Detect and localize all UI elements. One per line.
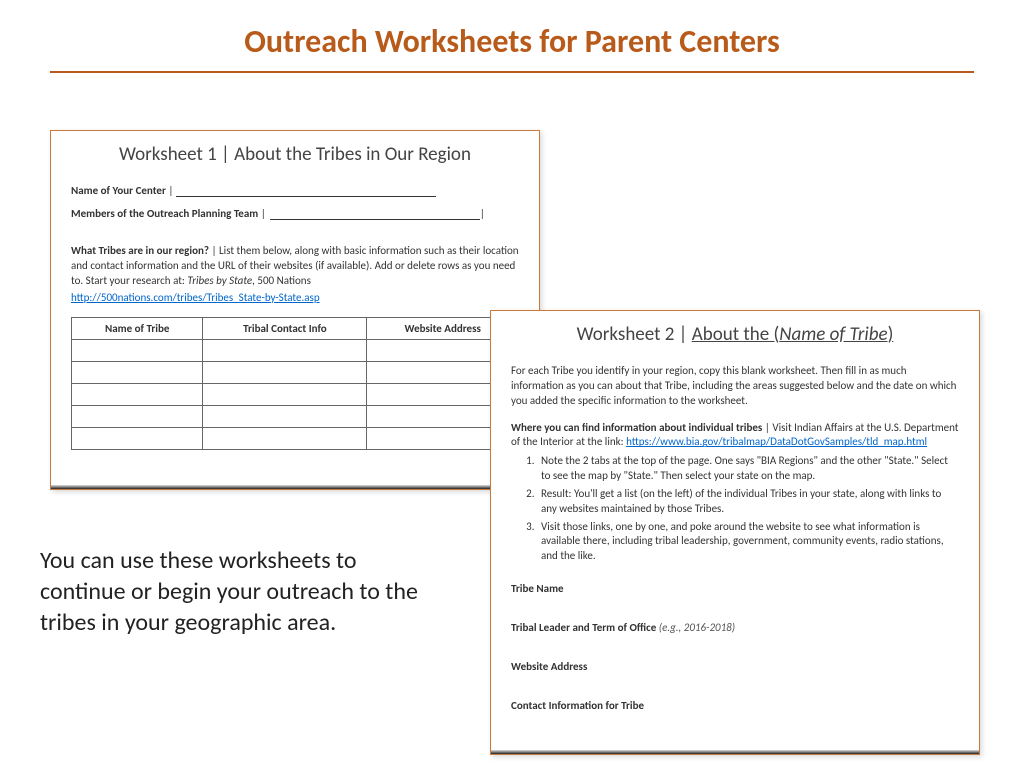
ws1-title-prefix: Worksheet 1 | [119,143,234,166]
ws2-sec-tribe-name: Tribe Name [511,582,959,595]
table-row [72,362,519,384]
worksheet-2-thumbnail: Worksheet 2 | About the (Name of Tribe) … [490,310,980,755]
ws2-title-prefix: Worksheet 2 | [577,323,692,346]
ws2-title-ital: Name of Tribe [779,323,887,346]
ws2-steps-list: Note the 2 tabs at the top of the page. … [537,454,959,564]
ws1-title-rest: About the Tribes in Our Region [234,143,471,166]
worksheet-2-title: Worksheet 2 | About the (Name of Tribe) [511,323,959,346]
list-item: Note the 2 tabs at the top of the page. … [537,454,959,484]
ws1-table-header-row: Name of Tribe Tribal Contact Info Websit… [72,318,519,340]
title-underline [50,71,974,73]
table-cell [203,406,367,428]
worksheet-1-title: Worksheet 1 | About the Tribes in Our Re… [71,143,519,166]
ws2-sec-leader: Tribal Leader and Term of Office (e.g., … [511,621,959,634]
ws2-where-label: Where you can find information about ind… [511,421,762,434]
list-item: Visit those links, one by one, and poke … [537,520,959,565]
worksheet-1-thumbnail: Worksheet 1 | About the Tribes in Our Re… [50,130,540,490]
table-cell [72,406,203,428]
table-row [72,384,519,406]
ws2-title-upre: About the ( [692,323,780,346]
ws2-leader-eg: (e.g., 2016-2018) [656,621,735,634]
ws2-intro: For each Tribe you identify in your regi… [511,364,959,409]
table-cell [72,340,203,362]
ws2-where-para: Where you can find information about ind… [511,421,959,451]
table-row [72,406,519,428]
ws1-question-label: What Tribes are in our region? [71,244,209,257]
ws1-question-para: What Tribes are in our region? | List th… [71,244,519,289]
ws2-link[interactable]: https://www.bia.gov/tribalmap/DataDotGov… [626,435,927,448]
table-cell [72,428,203,450]
ws1-ref-tail: , 500 Nations [252,274,311,287]
ws2-sec-website: Website Address [511,660,959,673]
ws1-field1-label: Name of Your Center [71,184,166,197]
ws2-sec-contact: Contact Information for Tribe [511,699,959,712]
ws1-ref-ital: Tribes by State [187,274,252,287]
ws1-field-team: Members of the Outreach Planning Team || [71,207,519,220]
table-row [72,340,519,362]
table-cell [72,384,203,406]
ws1-bottom-edge [51,485,539,489]
table-cell [203,362,367,384]
ws1-blank-1 [176,196,436,197]
slide-title: Outreach Worksheets for Parent Centers [0,0,1024,71]
ws1-link[interactable]: http://500nations.com/tribes/Tribes_Stat… [71,291,320,304]
ws1-blank-2 [270,219,480,220]
table-cell [72,362,203,384]
table-row [72,428,519,450]
ws2-title-upost: ) [888,323,894,346]
ws2-leader-label: Tribal Leader and Term of Office [511,621,656,634]
ws2-bottom-edge [491,750,979,754]
ws1-field-center-name: Name of Your Center | [71,184,519,197]
ws1-th-1: Name of Tribe [72,318,203,340]
ws1-th-2: Tribal Contact Info [203,318,367,340]
table-cell [203,384,367,406]
list-item: Result: You'll get a list (on the left) … [537,487,959,517]
table-cell [203,428,367,450]
ws1-field2-label: Members of the Outreach Planning Team [71,207,258,220]
slide-body-text: You can use these worksheets to continue… [40,545,440,639]
ws1-table: Name of Tribe Tribal Contact Info Websit… [71,317,519,450]
table-cell [203,340,367,362]
